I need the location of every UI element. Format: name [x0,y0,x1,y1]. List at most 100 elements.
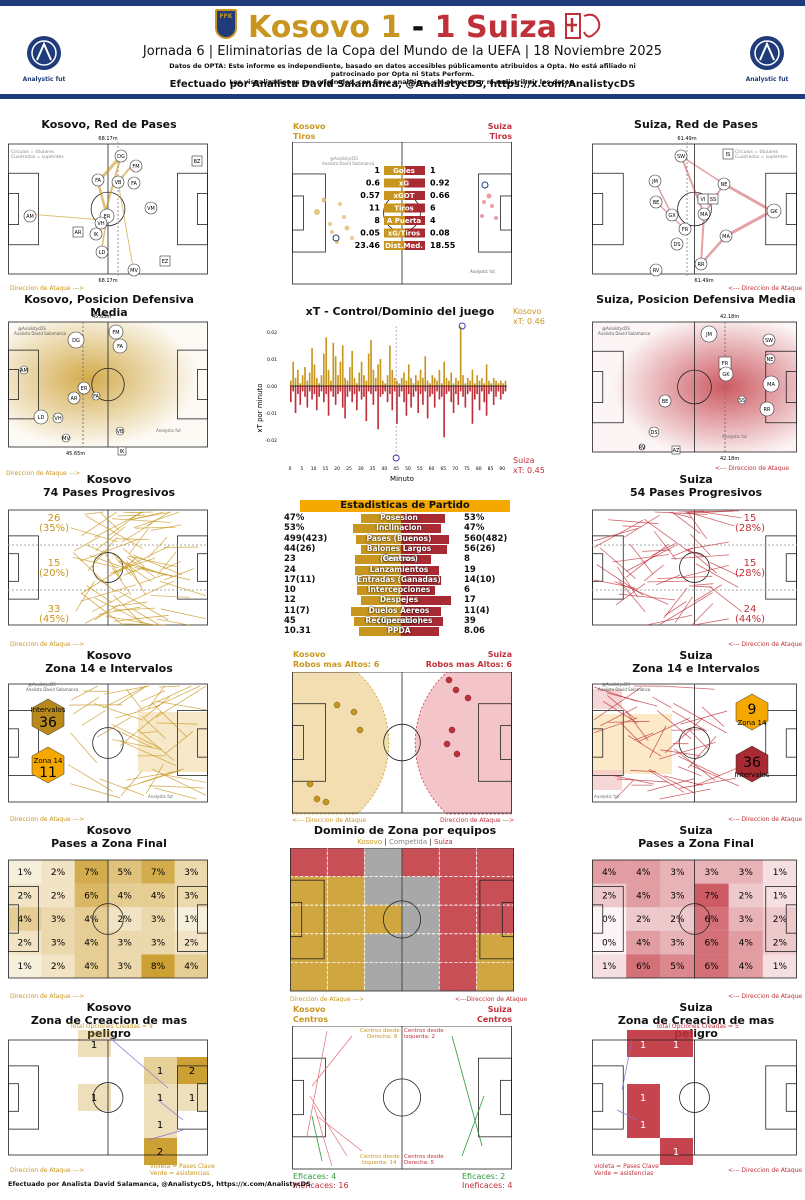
xt-bar-kosovo [499,380,502,386]
xt-xtick: 50 [405,466,411,472]
xt-bar-suiza [323,386,325,403]
pass-line [659,592,713,625]
zone-value: 1% [773,868,788,878]
zone-value: 3% [118,962,133,972]
xt-bar-suiza [424,386,427,392]
svg-text:IK: IK [94,232,99,238]
kos-int-hex [31,698,65,736]
player-node: AR [67,391,81,405]
xt-bar-kosovo [478,380,481,386]
pass-line [112,594,144,626]
xt-bar-suiza [433,386,436,408]
zone-value: 2% [51,891,66,901]
pass-line [687,735,717,769]
kos-def-map: 45.65m 45.65m @AnalistycDS Analista Davi… [8,314,208,457]
xt-bar-suiza [325,386,328,395]
zone-value: 4% [84,939,99,949]
xt-bar-suiza [497,386,500,392]
svg-text:1: 1 [189,1093,195,1104]
zone-value: 4% [636,891,651,901]
sui-net-bot: 61.49m [694,278,713,284]
xt-bar-kosovo [471,369,474,386]
xt-bar-suiza [412,386,415,397]
svg-text:MV: MV [130,268,138,274]
footer-credit: Efectuado por Analista David Salamanca, … [8,1180,311,1188]
svg-text:DS: DS [673,242,680,248]
xt-bar-kosovo [497,383,500,386]
centros-sui-stats: Eficaces: 2 Ineficaces: 4 [462,1172,513,1190]
xt-bar-suiza [473,386,476,400]
svg-text:ER: ER [81,386,88,392]
dominio-cell [326,876,366,906]
svg-text:Analista David Salamanca: Analista David Salamanca [598,687,651,692]
pass-line [611,774,654,785]
xt-bar-suiza [405,386,408,416]
pass-line [111,723,162,750]
sui-prog-map: 15 (28%) 15 (28%) 24 (44%) [592,509,797,626]
svg-text:Centros desde: Centros desde [360,1154,400,1160]
svg-text:FA: FA [117,344,123,350]
xt-xtick: 80 [476,466,482,472]
pass-line [616,778,669,783]
xt-bar-suiza [459,386,462,392]
pass-line [87,536,118,571]
page-subtitle: Jornada 6 | Eliminatorias de la Copa del… [142,44,663,59]
pass-line [95,576,117,593]
pass-line [629,543,654,575]
sui-zf-grid: 4% 4% 3% 3% 3% 1% 2% 4% 3% 7% 2% 1% 0% 2% 2% 6% 3% 2% 0% 4%… [592,859,797,979]
pass-line [136,728,175,761]
pass-line [690,533,711,556]
shots-logo: Analystic fut [470,269,495,274]
zone-cell [728,860,763,884]
xt-bar-kosovo [294,377,297,386]
dominio-cell [326,933,366,963]
player-node: NE [764,353,776,365]
xt-away: Suiza xT: 0.45 [513,456,545,475]
xt-bar-kosovo [304,367,306,386]
pass-line [121,580,175,606]
header-top-bar [0,0,805,6]
pass-line [141,716,166,739]
pass-line [620,723,642,745]
dominio-cell [290,962,328,992]
xt-bar-suiza [495,386,497,397]
xt-xtick: 35 [370,466,376,472]
xt-bar-kosovo [386,375,389,386]
pass-line [97,716,132,738]
player-node: MV [127,263,141,277]
xt-bar-kosovo [452,383,455,386]
svg-text:SS: SS [710,197,716,203]
xt-xlabel: Minuto [390,475,414,483]
xt-bar-suiza [363,386,365,397]
kos-prog-passes [70,511,207,626]
player-node: LD [33,409,49,425]
player-node: DG [67,331,85,349]
ffk-logo: FFK [215,9,237,39]
zone-cell [728,930,763,955]
pass-line [701,706,725,727]
sui-net-top: 61.49m [677,136,696,142]
kos-net-note1: Círculos = titulares [11,148,55,155]
svg-text:Centros desde: Centros desde [360,1028,400,1034]
swiss-logo [558,10,604,42]
pass-line [695,563,739,588]
zone-cell [141,954,175,978]
zone-cell [762,860,797,884]
xt-bar-kosovo [469,380,471,386]
xt-bar-kosovo [341,345,344,386]
player-node: ER [77,381,91,395]
xt-bar-kosovo [490,383,493,386]
pass-line [646,614,693,626]
xt-bar-suiza [346,386,349,397]
xt-bar-suiza [351,386,353,403]
pass-line [689,585,713,588]
player-node: GK [766,203,782,219]
zone-cell [8,930,42,955]
xt-bar-suiza [313,386,316,395]
player-node: FA [127,176,141,190]
svg-text:VB: VB [117,429,124,435]
dominio-cell [438,848,478,878]
xt-bar-kosovo [389,345,391,386]
pass-line [114,728,153,749]
